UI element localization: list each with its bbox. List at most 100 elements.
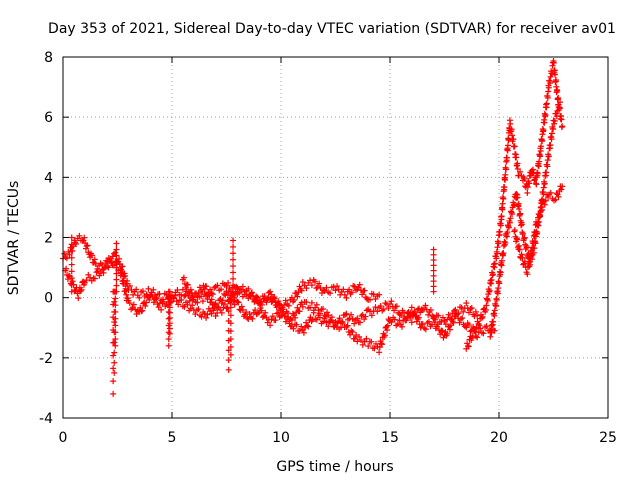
data-point (411, 309, 418, 316)
data-point (510, 136, 517, 143)
data-point (348, 289, 355, 296)
data-point (122, 285, 129, 292)
data-point (543, 169, 550, 176)
data-point (333, 324, 340, 331)
data-point (489, 271, 496, 278)
data-point (523, 244, 530, 251)
data-point (112, 342, 119, 349)
data-point (544, 157, 551, 164)
data-point (487, 333, 494, 340)
data-point (112, 295, 119, 302)
data-point (545, 193, 552, 200)
data-point (61, 250, 68, 257)
data-point (541, 119, 548, 126)
data-point (282, 297, 289, 304)
data-point (156, 290, 163, 297)
data-point (236, 289, 243, 296)
data-point (544, 163, 551, 170)
data-point (76, 232, 83, 239)
data-point (303, 319, 310, 326)
data-point (225, 347, 232, 354)
data-point (172, 292, 179, 299)
data-point (541, 201, 548, 208)
data-point (165, 342, 172, 349)
data-point (534, 229, 541, 236)
data-point (243, 291, 250, 298)
data-point (320, 305, 327, 312)
data-point (225, 308, 232, 315)
data-point (457, 316, 464, 323)
data-point (112, 249, 119, 256)
data-point (494, 250, 501, 257)
y-tick-label: 0 (44, 291, 53, 307)
data-point (231, 294, 238, 301)
data-point (263, 297, 270, 304)
data-point (165, 336, 172, 343)
data-point (553, 113, 560, 120)
data-point (451, 307, 458, 314)
data-point (166, 299, 173, 306)
data-point (501, 184, 508, 191)
data-point (259, 314, 266, 321)
data-point (555, 103, 562, 110)
data-point (139, 288, 146, 295)
data-point (359, 291, 366, 298)
data-point (503, 154, 510, 161)
data-point (531, 177, 538, 184)
data-point (474, 334, 481, 341)
data-point (230, 282, 237, 289)
data-point (408, 304, 415, 311)
data-point (187, 305, 194, 312)
data-point (110, 365, 117, 372)
data-point (256, 297, 263, 304)
data-point (484, 297, 491, 304)
data-point (291, 296, 298, 303)
data-point (290, 325, 297, 332)
data-point (293, 321, 300, 328)
data-point (494, 244, 501, 251)
data-point (539, 138, 546, 145)
data-point (83, 243, 90, 250)
axis-ticks: 0 5 10 15 20 25 -4 -2 0 2 4 6 8 (39, 50, 617, 446)
data-point (230, 288, 237, 295)
data-point (282, 318, 289, 325)
data-point (464, 340, 471, 347)
data-point (550, 126, 557, 133)
data-point (547, 189, 554, 196)
data-point (111, 339, 118, 346)
x-tick-label: 15 (381, 430, 399, 446)
data-point (502, 171, 509, 178)
data-point (480, 330, 487, 337)
data-point (537, 207, 544, 214)
data-point (455, 310, 462, 317)
data-point (203, 283, 210, 290)
data-point (294, 293, 301, 300)
data-point (113, 282, 120, 289)
data-point (201, 310, 208, 317)
data-point (445, 311, 452, 318)
data-point (110, 352, 117, 359)
data-point (178, 296, 185, 303)
data-point (272, 317, 279, 324)
data-point (116, 260, 123, 267)
data-point (107, 255, 114, 262)
data-point (346, 286, 353, 293)
data-point (116, 255, 123, 262)
data-point (450, 319, 457, 326)
data-point (516, 246, 523, 253)
data-point (384, 322, 391, 329)
data-point (227, 296, 234, 303)
data-point (391, 307, 398, 314)
data-point (519, 254, 526, 261)
data-point (354, 315, 361, 322)
data-point (555, 94, 562, 101)
data-point (547, 73, 554, 80)
data-point (430, 283, 437, 290)
data-point (438, 318, 445, 325)
data-point (548, 136, 555, 143)
data-point (430, 272, 437, 279)
grid (63, 57, 608, 418)
data-point (545, 153, 552, 160)
data-point (350, 282, 357, 289)
data-point (505, 224, 512, 231)
